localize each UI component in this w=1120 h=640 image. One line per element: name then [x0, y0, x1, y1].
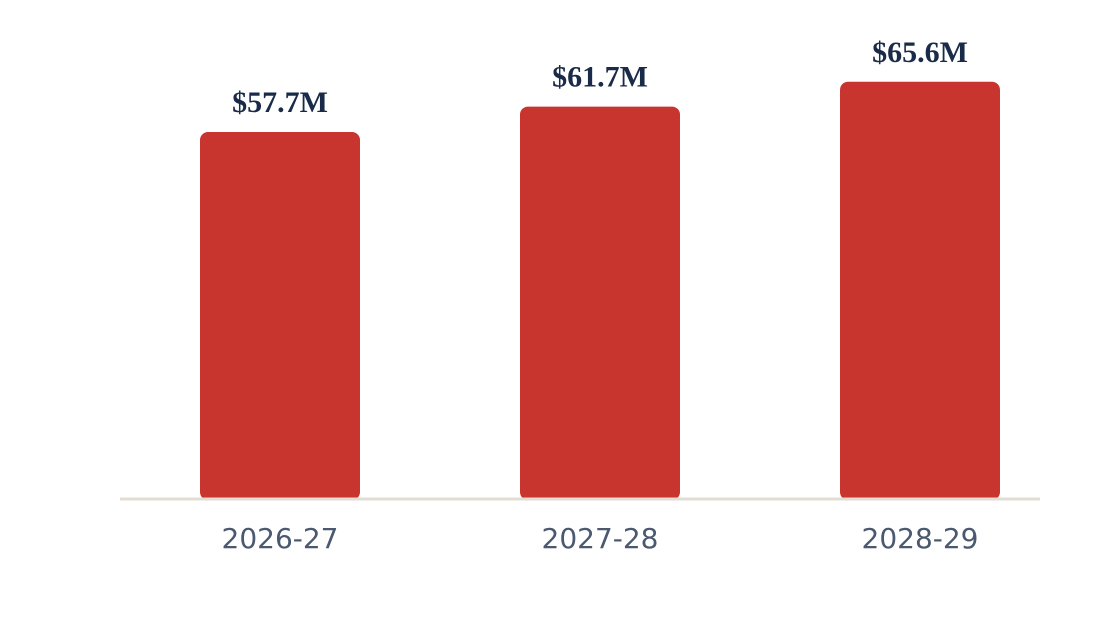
bars-group: [200, 81, 1000, 500]
x-tick-label-2026-27: 2026-27: [222, 522, 339, 555]
bar-2026-27: [200, 132, 360, 500]
bar-2028-29: [840, 81, 1000, 500]
value-label-2027-28: $61.7M: [552, 61, 648, 94]
x-tick-label-2028-29: 2028-29: [862, 522, 979, 555]
value-label-2028-29: $65.6M: [872, 36, 968, 69]
value-label-2026-27: $57.7M: [232, 86, 328, 119]
bar-2027-28: [520, 106, 680, 500]
value-labels-group: $57.7M $61.7M $65.6M: [232, 36, 968, 119]
x-tick-labels-group: 2026-27 2027-28 2028-29: [222, 522, 979, 555]
x-tick-label-2027-28: 2027-28: [542, 522, 659, 555]
